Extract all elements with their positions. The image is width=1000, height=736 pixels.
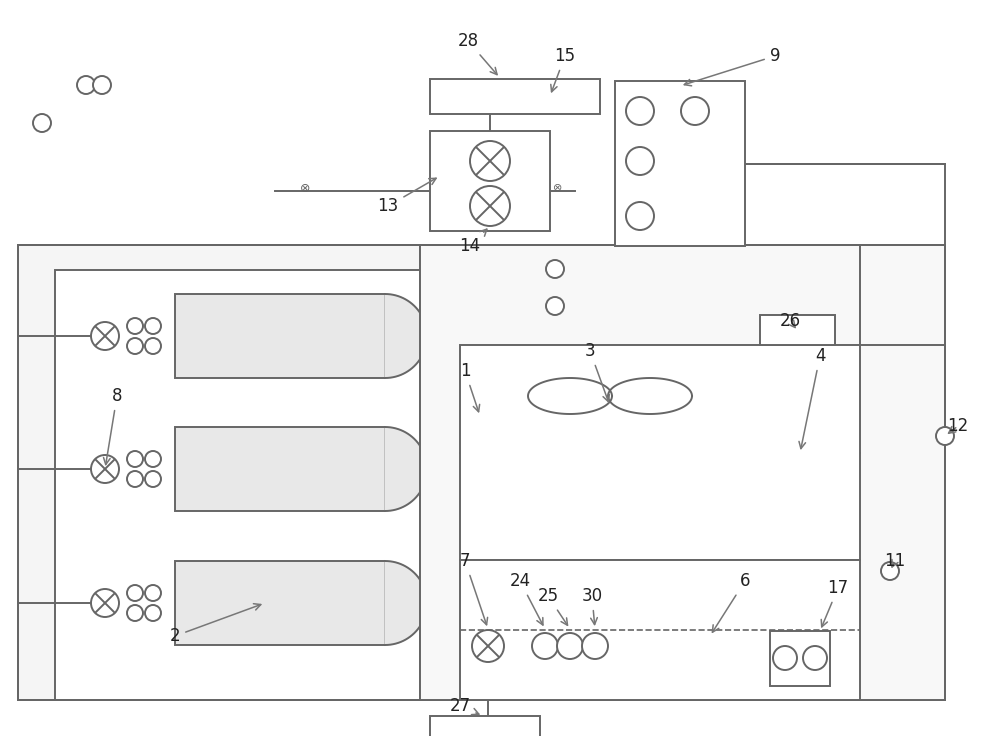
Circle shape [803, 646, 827, 670]
Text: 26: 26 [779, 312, 801, 330]
Circle shape [546, 297, 564, 315]
Bar [615, 81, 745, 246]
Circle shape [127, 451, 143, 467]
Circle shape [626, 97, 654, 125]
Bar [175, 561, 385, 645]
Polygon shape [385, 427, 427, 511]
Circle shape [91, 322, 119, 350]
Bar [770, 631, 830, 686]
Bar [430, 79, 600, 114]
Text: 4: 4 [799, 347, 825, 449]
Circle shape [626, 202, 654, 230]
Circle shape [127, 585, 143, 601]
Text: ⊗: ⊗ [553, 183, 563, 193]
Circle shape [936, 427, 954, 445]
Circle shape [33, 114, 51, 132]
Bar [175, 294, 385, 378]
Text: 17: 17 [821, 579, 849, 627]
Bar [55, 270, 420, 700]
Bar [420, 245, 945, 700]
Circle shape [91, 455, 119, 483]
Text: 13: 13 [377, 178, 436, 215]
Bar [430, 716, 540, 736]
Circle shape [532, 633, 558, 659]
Text: 3: 3 [585, 342, 609, 402]
Polygon shape [385, 294, 427, 378]
Circle shape [145, 585, 161, 601]
Circle shape [546, 260, 564, 278]
Text: 28: 28 [457, 32, 497, 74]
Text: 15: 15 [551, 47, 576, 92]
Circle shape [93, 76, 111, 94]
Text: 24: 24 [509, 572, 543, 625]
Text: 25: 25 [537, 587, 568, 626]
Circle shape [127, 471, 143, 487]
Text: 27: 27 [449, 697, 479, 715]
Circle shape [773, 646, 797, 670]
Circle shape [127, 318, 143, 334]
Bar [760, 315, 835, 345]
Bar [460, 560, 860, 700]
Circle shape [145, 605, 161, 621]
Text: 2: 2 [170, 604, 261, 645]
Text: 11: 11 [884, 552, 906, 570]
Circle shape [470, 141, 510, 181]
Circle shape [145, 471, 161, 487]
Circle shape [91, 589, 119, 617]
Text: 7: 7 [460, 552, 488, 625]
Text: ⊗: ⊗ [300, 182, 310, 194]
Bar [18, 245, 945, 700]
Circle shape [472, 630, 504, 662]
Text: 12: 12 [947, 417, 969, 435]
Bar [175, 427, 385, 511]
Circle shape [127, 338, 143, 354]
Circle shape [145, 338, 161, 354]
Text: 9: 9 [684, 47, 780, 86]
Circle shape [582, 633, 608, 659]
Circle shape [145, 451, 161, 467]
Polygon shape [385, 561, 427, 645]
Circle shape [557, 633, 583, 659]
Circle shape [626, 147, 654, 175]
Text: 1: 1 [460, 362, 480, 411]
Circle shape [127, 605, 143, 621]
Circle shape [470, 186, 510, 226]
Bar [18, 245, 420, 700]
Bar [460, 345, 860, 560]
Circle shape [881, 562, 899, 580]
Bar [430, 131, 550, 231]
Text: 8: 8 [104, 387, 122, 464]
Text: 30: 30 [581, 587, 603, 625]
Circle shape [77, 76, 95, 94]
Circle shape [145, 318, 161, 334]
Circle shape [681, 97, 709, 125]
Text: 14: 14 [459, 229, 487, 255]
Text: 6: 6 [712, 572, 750, 632]
